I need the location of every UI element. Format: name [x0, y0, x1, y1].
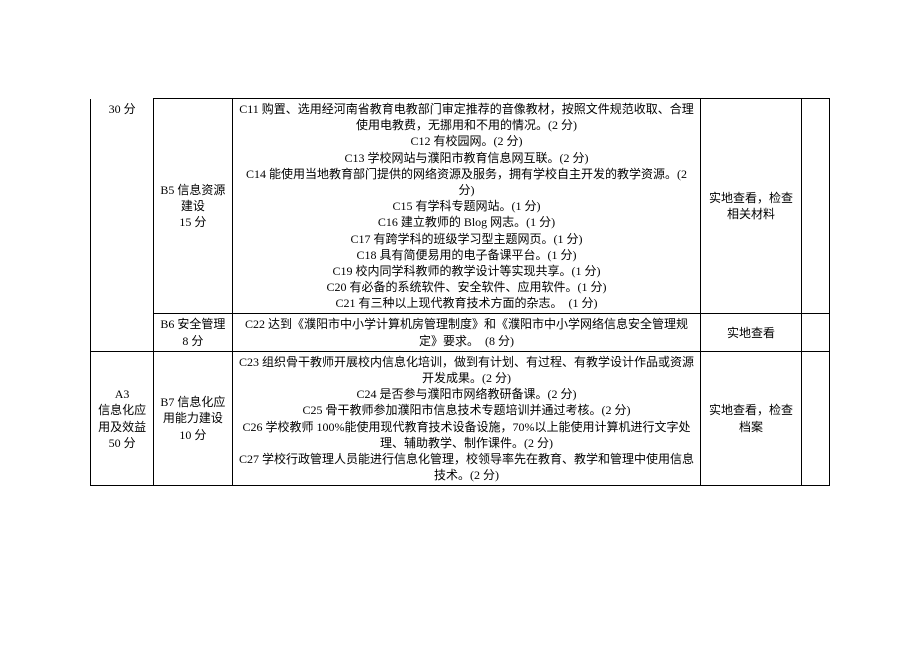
criteria-line: C18 具有简便易用的电子备课平台。(1 分)	[237, 247, 697, 263]
cell-c-b6: C22 达到《濮阳市中小学计算机房管理制度》和《濮阳市中小学网络信息安全管理规定…	[232, 314, 701, 351]
criteria-line: C25 骨干教师参加濮阳市信息技术专题培训并通过考核。(2 分)	[237, 402, 697, 418]
points-b7: 10 分	[158, 427, 227, 443]
document-page: 30 分 B5 信息资源建设 15 分 C11 购置、选用经河南省教育电教部门审…	[0, 0, 920, 651]
criteria-line: C16 建立教师的 Blog 网志。(1 分)	[237, 214, 697, 230]
criteria-line: C22 达到《濮阳市中小学计算机房管理制度》和《濮阳市中小学网络信息安全管理规定…	[237, 316, 697, 348]
cell-e-b7	[801, 351, 829, 486]
criteria-line: C20 有必备的系统软件、安全软件、应用软件。(1 分)	[237, 279, 697, 295]
cell-d-b6: 实地查看	[701, 314, 801, 351]
label-b5: B5 信息资源建设	[158, 182, 227, 214]
label-a3-1: A3	[95, 386, 149, 402]
cell-c-b7: C23 组织骨干教师开展校内信息化培训，做到有计划、有过程、有教学设计作品或资源…	[232, 351, 701, 486]
points-b6: 8 分	[158, 333, 227, 349]
cell-e-b6	[801, 314, 829, 351]
criteria-line: C14 能使用当地教育部门提供的网络资源及服务，拥有学校自主开发的教学资源。(2…	[237, 166, 697, 198]
label-a-prev: 30 分	[109, 102, 136, 116]
criteria-line: C19 校内同学科教师的教学设计等实现共享。(1 分)	[237, 263, 697, 279]
points-a3: 50 分	[95, 435, 149, 451]
cell-b5: B5 信息资源建设 15 分	[154, 99, 232, 314]
cell-b7: B7 信息化应用能力建设 10 分	[154, 351, 232, 486]
criteria-line: C21 有三种以上现代教育技术方面的杂志。 (1 分)	[237, 295, 697, 311]
evaluation-table: 30 分 B5 信息资源建设 15 分 C11 购置、选用经河南省教育电教部门审…	[90, 98, 830, 486]
method-b5: 实地查看，检查相关材料	[709, 191, 793, 221]
criteria-line: C15 有学科专题网站。(1 分)	[237, 198, 697, 214]
criteria-line: C24 是否参与濮阳市网络教研备课。(2 分)	[237, 386, 697, 402]
cell-e-b5	[801, 99, 829, 314]
method-b6: 实地查看	[727, 326, 775, 340]
points-b5: 15 分	[158, 214, 227, 230]
cell-c-b5: C11 购置、选用经河南省教育电教部门审定推荐的音像教材，按照文件规范收取、合理…	[232, 99, 701, 314]
cell-a-prev: 30 分	[91, 99, 154, 352]
table-row: A3 信息化应用及效益 50 分 B7 信息化应用能力建设 10 分 C23 组…	[91, 351, 830, 486]
table-row: 30 分 B5 信息资源建设 15 分 C11 购置、选用经河南省教育电教部门审…	[91, 99, 830, 314]
label-b6: B6 安全管理	[158, 316, 227, 332]
criteria-line: C27 学校行政管理人员能进行信息化管理，校领导率先在教育、教学和管理中使用信息…	[237, 451, 697, 483]
label-a3-2: 信息化应用及效益	[95, 402, 149, 434]
criteria-line: C17 有跨学科的班级学习型主题网页。(1 分)	[237, 231, 697, 247]
label-b7: B7 信息化应用能力建设	[158, 394, 227, 426]
criteria-line: C13 学校网站与濮阳市教育信息网互联。(2 分)	[237, 150, 697, 166]
table-row: B6 安全管理 8 分 C22 达到《濮阳市中小学计算机房管理制度》和《濮阳市中…	[91, 314, 830, 351]
criteria-line: C12 有校园网。(2 分)	[237, 133, 697, 149]
criteria-line: C23 组织骨干教师开展校内信息化培训，做到有计划、有过程、有教学设计作品或资源…	[237, 354, 697, 386]
cell-a3: A3 信息化应用及效益 50 分	[91, 351, 154, 486]
cell-d-b5: 实地查看，检查相关材料	[701, 99, 801, 314]
cell-d-b7: 实地查看，检查档案	[701, 351, 801, 486]
criteria-line: C11 购置、选用经河南省教育电教部门审定推荐的音像教材，按照文件规范收取、合理…	[237, 101, 697, 133]
cell-b6: B6 安全管理 8 分	[154, 314, 232, 351]
method-b7: 实地查看，检查档案	[709, 403, 793, 433]
criteria-line: C26 学校教师 100%能使用现代教育技术设备设施，70%以上能使用计算机进行…	[237, 419, 697, 451]
